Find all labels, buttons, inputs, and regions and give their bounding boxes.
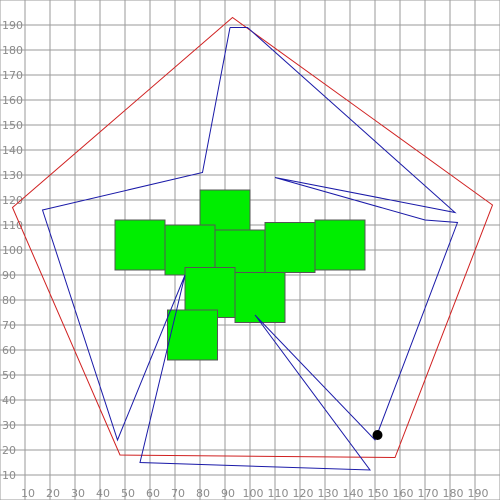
y-tick-label: 120 [2,194,23,207]
x-tick-label: 20 [46,487,60,500]
green-square[interactable] [114,219,166,271]
green-square[interactable] [264,222,316,273]
y-tick-label: 70 [2,319,16,332]
x-tick-label: 190 [468,487,489,500]
x-tick-label: 150 [368,487,389,500]
x-tick-label: 120 [293,487,314,500]
x-tick-label: 130 [318,487,339,500]
axis-labels: 10 20 30 40 50 60 70 80 90 100 110 120 130 140 150 160 1… [2,19,489,500]
green-square[interactable] [167,309,218,361]
y-tick-label: 190 [2,19,23,32]
y-tick-label: 130 [2,169,23,182]
x-tick-label: 50 [121,487,135,500]
x-tick-label: 80 [196,487,210,500]
x-tick-label: 170 [418,487,439,500]
y-tick-label: 40 [2,394,16,407]
x-tick-label: 70 [171,487,185,500]
green-square[interactable] [314,219,366,271]
position-marker[interactable] [372,430,383,440]
y-tick-label: 110 [2,219,23,232]
y-tick-label: 10 [2,469,16,482]
x-tick-label: 110 [268,487,289,500]
y-tick-label: 170 [2,69,23,82]
y-tick-label: 100 [2,244,23,257]
y-tick-label: 160 [2,94,23,107]
x-tick-label: 90 [221,487,235,500]
green-square[interactable] [164,224,216,276]
y-tick-label: 80 [2,294,16,307]
x-tick-label: 180 [443,487,464,500]
y-tick-label: 50 [2,369,16,382]
star-outline [41,27,459,471]
y-tick-label: 150 [2,119,23,132]
y-tick-label: 90 [2,269,16,282]
y-tick-label: 30 [2,419,16,432]
x-tick-label: 40 [96,487,110,500]
x-tick-label: 100 [243,487,264,500]
green-square[interactable] [234,272,286,323]
x-tick-label: 30 [71,487,85,500]
y-tick-label: 180 [2,44,23,57]
x-tick-label: 10 [21,487,35,500]
x-tick-label: 60 [146,487,160,500]
y-tick-label: 140 [2,144,23,157]
x-tick-label: 160 [393,487,414,500]
outer-pentagon [11,16,494,459]
y-tick-label: 60 [2,344,16,357]
x-tick-label: 140 [343,487,364,500]
squares-layer [114,189,366,361]
y-tick-label: 20 [2,444,16,457]
